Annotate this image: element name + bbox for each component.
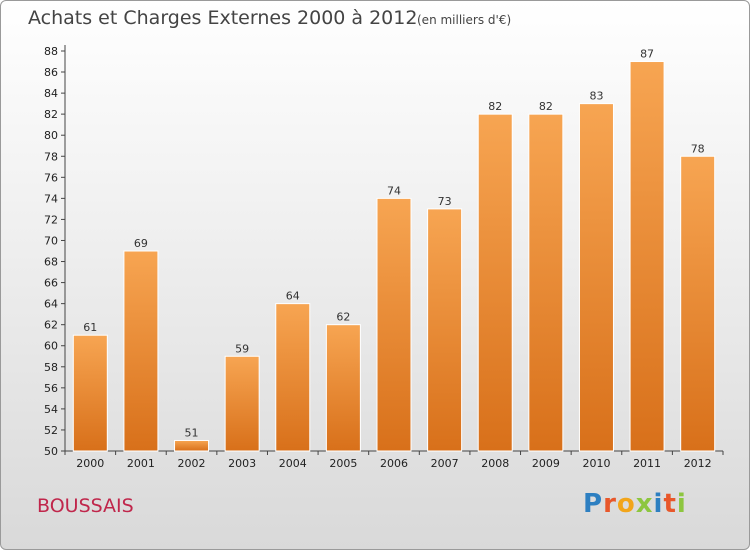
y-tick-label: 60 bbox=[44, 340, 58, 353]
x-tick-label: 2006 bbox=[380, 457, 408, 470]
x-tick-label: 2008 bbox=[481, 457, 509, 470]
x-tick-label: 2009 bbox=[532, 457, 560, 470]
bar bbox=[629, 61, 665, 452]
y-tick-label: 58 bbox=[44, 361, 58, 374]
bar bbox=[680, 155, 716, 452]
bar-value-label: 87 bbox=[640, 48, 654, 61]
y-tick-label: 52 bbox=[44, 424, 58, 437]
logo-letter: P bbox=[583, 489, 604, 519]
chart-unit-note: (en milliers d'€) bbox=[417, 13, 512, 27]
bar bbox=[275, 303, 311, 452]
y-tick-label: 54 bbox=[44, 403, 58, 416]
bar-value-label: 82 bbox=[488, 100, 502, 113]
y-tick-label: 66 bbox=[44, 277, 58, 290]
y-tick-label: 62 bbox=[44, 319, 58, 332]
bar-value-label: 83 bbox=[589, 90, 603, 103]
y-tick-label: 70 bbox=[44, 234, 58, 247]
y-tick-label: 88 bbox=[44, 45, 58, 58]
bar bbox=[123, 250, 159, 452]
bar-value-label: 74 bbox=[387, 184, 401, 197]
y-tick-label: 84 bbox=[44, 87, 58, 100]
bar bbox=[174, 439, 210, 452]
logo-letter: o bbox=[616, 489, 636, 519]
bar bbox=[224, 355, 260, 452]
x-tick-label: 2000 bbox=[76, 457, 104, 470]
y-tick-label: 64 bbox=[44, 298, 58, 311]
bar-value-label: 64 bbox=[286, 290, 300, 303]
logo-letter: i bbox=[676, 489, 687, 519]
y-tick-label: 86 bbox=[44, 66, 58, 79]
bar-value-label: 61 bbox=[83, 321, 97, 334]
logo-letter: r bbox=[603, 489, 617, 519]
bar-value-label: 51 bbox=[185, 426, 199, 439]
data-labels-group: 61 69 51 59 64 62 74 73 82 82 83 87 78 bbox=[83, 48, 704, 440]
logo-letter: i bbox=[653, 489, 664, 519]
bar bbox=[477, 113, 513, 452]
x-axis: 2000 2001 2002 2003 2004 2005 2006 2007 2008 2009… bbox=[64, 450, 724, 470]
y-tick-label: 74 bbox=[44, 192, 58, 205]
proxiti-logo: Proxiti bbox=[583, 489, 687, 519]
x-tick-label: 2003 bbox=[228, 457, 256, 470]
bar bbox=[325, 324, 361, 452]
bar bbox=[427, 208, 463, 452]
y-tick-label: 56 bbox=[44, 382, 58, 395]
bar bbox=[376, 197, 412, 452]
y-tick-label: 50 bbox=[44, 445, 58, 458]
y-tick-label: 80 bbox=[44, 129, 58, 142]
bar bbox=[528, 113, 564, 452]
logo-letter: x bbox=[635, 489, 654, 519]
bar bbox=[72, 334, 108, 452]
bar bbox=[578, 103, 614, 452]
bars-group bbox=[72, 61, 716, 452]
logo-letter: t bbox=[663, 489, 677, 519]
x-tick-label: 2012 bbox=[684, 457, 712, 470]
y-axis: 50 52 54 56 58 60 62 64 66 68 70 72 74 76 78 80 82 84 86 88 bbox=[44, 45, 66, 458]
x-tick-label: 2007 bbox=[431, 457, 459, 470]
commune-name: BOUSSAIS bbox=[37, 495, 134, 517]
bar-value-label: 62 bbox=[336, 311, 350, 324]
bar-value-label: 69 bbox=[134, 237, 148, 250]
bar-value-label: 82 bbox=[539, 100, 553, 113]
x-tick-label: 2010 bbox=[582, 457, 610, 470]
x-tick-label: 2004 bbox=[279, 457, 307, 470]
y-tick-label: 82 bbox=[44, 108, 58, 121]
x-tick-label: 2002 bbox=[178, 457, 206, 470]
x-tick-label: 2011 bbox=[633, 457, 661, 470]
y-tick-label: 68 bbox=[44, 256, 58, 269]
bar-value-label: 78 bbox=[691, 142, 705, 155]
bar-value-label: 73 bbox=[438, 195, 452, 208]
y-tick-label: 76 bbox=[44, 171, 58, 184]
x-tick-label: 2005 bbox=[329, 457, 357, 470]
x-tick-label: 2001 bbox=[127, 457, 155, 470]
bar-value-label: 59 bbox=[235, 342, 249, 355]
y-tick-label: 78 bbox=[44, 150, 58, 163]
y-tick-label: 72 bbox=[44, 213, 58, 226]
chart-title: Achats et Charges Externes 2000 à 2012 bbox=[28, 7, 418, 29]
